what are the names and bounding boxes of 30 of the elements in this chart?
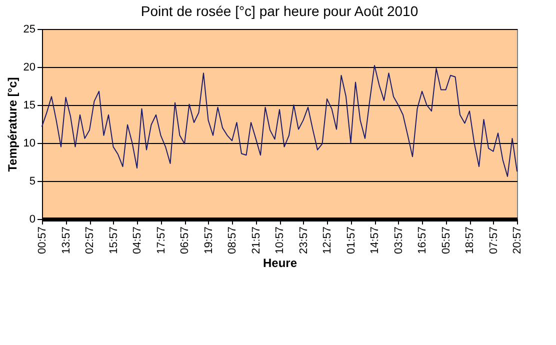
x-tick-label: 07:57 [488,226,500,254]
chart-title: Point de rosée [°c] par heure pour Août 2010 [140,3,418,19]
y-tick-label: 0 [29,214,36,226]
x-axis-title: Heure [262,256,298,270]
x-tick-label: 14:57 [369,226,381,254]
y-tick-label: 5 [29,176,36,188]
x-tick-label: 15:57 [108,226,120,254]
x-tick-label: 16:57 [416,226,428,254]
y-tick-label: 10 [23,138,36,150]
x-tick-label: 06:57 [179,226,191,254]
x-tick-label: 13:57 [60,226,72,254]
x-tick-label: 04:57 [132,226,144,254]
x-tick-label: 00:57 [36,226,48,254]
x-tick-label: 17:57 [155,226,168,254]
y-tick-label: 15 [23,100,36,112]
x-tick-label: 08:57 [226,226,238,254]
x-tick-label: 05:57 [440,226,452,254]
x-tick-label: 10:57 [274,226,286,254]
y-tick-label: 20 [23,62,36,74]
x-tick-label: 21:57 [250,226,262,254]
x-tick-label: 18:57 [464,226,476,254]
x-tick-label: 03:57 [392,226,405,254]
y-axis-title: Température [°c] [5,77,20,172]
x-tick-label: 23:57 [298,226,310,254]
x-tick-label: 12:57 [322,226,334,254]
x-tick-label: 20:57 [512,226,524,254]
y-tick-label: 25 [23,24,36,36]
x-tick-label: 01:57 [345,226,358,254]
x-tick-label: 19:57 [202,226,215,254]
x-tick-label: 02:57 [84,226,96,254]
